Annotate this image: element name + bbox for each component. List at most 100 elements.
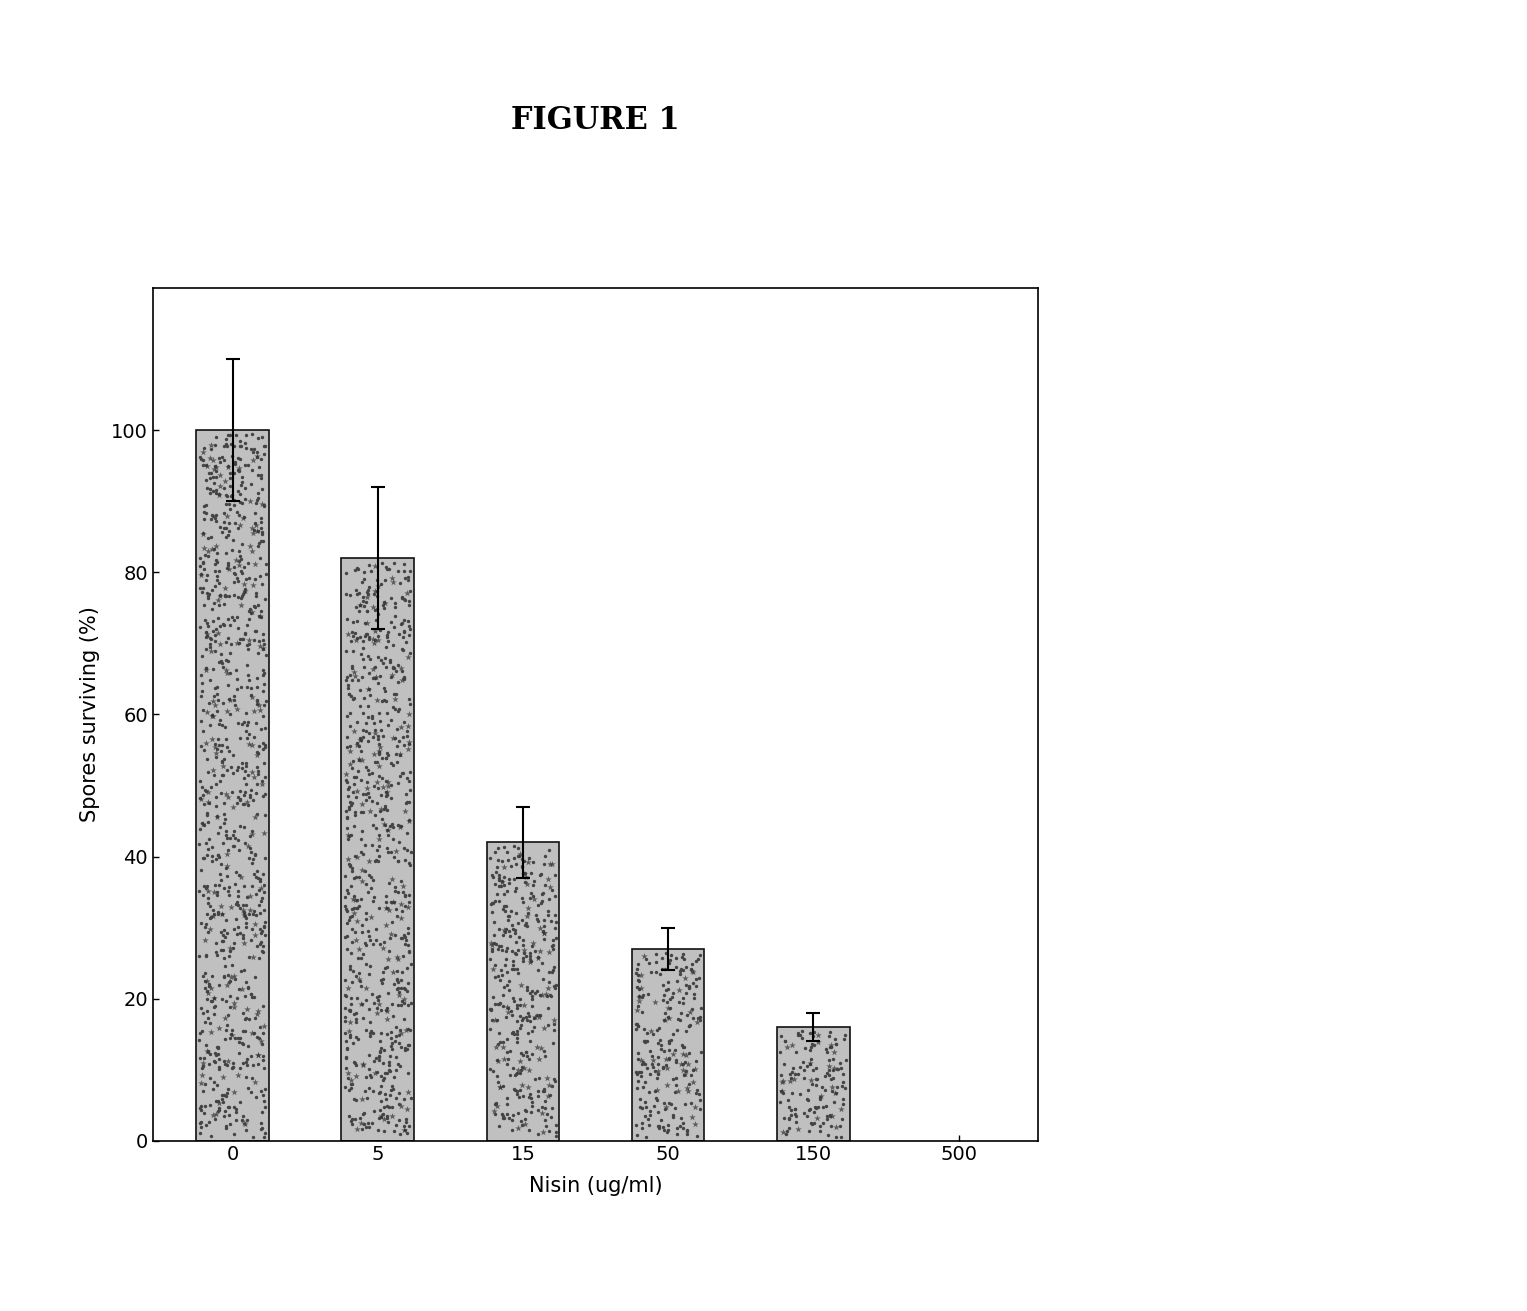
- Point: [525, 947, 550, 968]
- Point: [203, 742, 228, 763]
- Point: [241, 1023, 266, 1044]
- Point: [353, 712, 377, 733]
- Point: [646, 1053, 670, 1074]
- Point: [513, 1042, 538, 1063]
- Point: [234, 832, 258, 853]
- Point: [234, 1051, 258, 1072]
- Point: [670, 987, 695, 1008]
- Point: [629, 986, 654, 1007]
- Point: [202, 903, 226, 924]
- Point: [817, 1104, 841, 1125]
- Point: [194, 659, 218, 680]
- Point: [490, 1032, 515, 1053]
- Point: [208, 783, 232, 804]
- Point: [212, 518, 237, 539]
- Point: [395, 1082, 420, 1103]
- Point: [200, 729, 224, 750]
- Point: [768, 1092, 793, 1113]
- Point: [626, 1042, 651, 1063]
- Point: [240, 686, 264, 707]
- Point: [342, 687, 366, 708]
- Point: [217, 642, 241, 663]
- Point: [191, 501, 215, 522]
- Point: [226, 505, 250, 526]
- Point: [371, 814, 395, 835]
- Point: [212, 1101, 237, 1122]
- Point: [336, 667, 360, 688]
- Point: [344, 1008, 368, 1029]
- Point: [228, 514, 252, 535]
- Point: [510, 1008, 534, 1029]
- Point: [799, 1037, 823, 1058]
- Point: [542, 1020, 567, 1041]
- Point: [199, 990, 223, 1011]
- Point: [371, 1096, 395, 1117]
- Point: [235, 764, 260, 785]
- Point: [240, 1082, 264, 1103]
- Point: [231, 1033, 255, 1054]
- Point: [214, 1118, 238, 1139]
- Point: [221, 1082, 246, 1103]
- Point: [805, 1068, 829, 1089]
- Point: [360, 871, 385, 891]
- Point: [796, 1080, 820, 1101]
- Point: [344, 623, 368, 644]
- Point: [237, 734, 261, 755]
- Point: [518, 888, 542, 909]
- Point: [362, 722, 386, 743]
- Point: [382, 1066, 406, 1087]
- Point: [221, 932, 246, 953]
- Point: [244, 690, 269, 711]
- Point: [336, 882, 360, 903]
- Point: [191, 1058, 215, 1079]
- Point: [351, 1008, 376, 1029]
- Point: [249, 600, 273, 621]
- Point: [383, 1025, 408, 1046]
- Point: [673, 982, 698, 1003]
- Point: [337, 792, 362, 813]
- Point: [194, 469, 218, 490]
- Point: [229, 560, 253, 581]
- Point: [221, 1097, 246, 1118]
- Point: [234, 721, 258, 742]
- Point: [686, 1125, 710, 1146]
- Point: [376, 983, 400, 1004]
- Point: [240, 876, 264, 897]
- Point: [226, 540, 250, 561]
- Point: [250, 659, 275, 680]
- Point: [206, 1092, 231, 1113]
- Point: [637, 953, 661, 974]
- Point: [215, 1015, 240, 1036]
- Point: [333, 969, 357, 990]
- Point: [644, 1019, 669, 1040]
- Point: [337, 777, 362, 798]
- Point: [368, 1106, 392, 1127]
- Point: [507, 1080, 531, 1101]
- Point: [534, 1067, 559, 1088]
- Point: [356, 645, 380, 666]
- Point: [360, 890, 385, 911]
- Point: [392, 561, 417, 582]
- Point: [483, 890, 507, 911]
- Point: [374, 999, 399, 1020]
- Point: [803, 1097, 828, 1118]
- Point: [339, 1078, 363, 1099]
- Point: [357, 1023, 382, 1044]
- Point: [658, 944, 683, 965]
- Point: [670, 1044, 695, 1065]
- Point: [397, 810, 421, 831]
- Point: [189, 448, 214, 469]
- Point: [211, 931, 235, 952]
- Point: [334, 1038, 359, 1059]
- Point: [382, 755, 406, 776]
- Point: [803, 1058, 828, 1079]
- Point: [389, 990, 414, 1011]
- Point: [200, 539, 224, 560]
- Point: [249, 1080, 273, 1101]
- Point: [374, 898, 399, 919]
- Point: [336, 1067, 360, 1088]
- Point: [397, 732, 421, 753]
- Point: [799, 1074, 823, 1095]
- Point: [504, 853, 528, 874]
- Point: [505, 962, 530, 983]
